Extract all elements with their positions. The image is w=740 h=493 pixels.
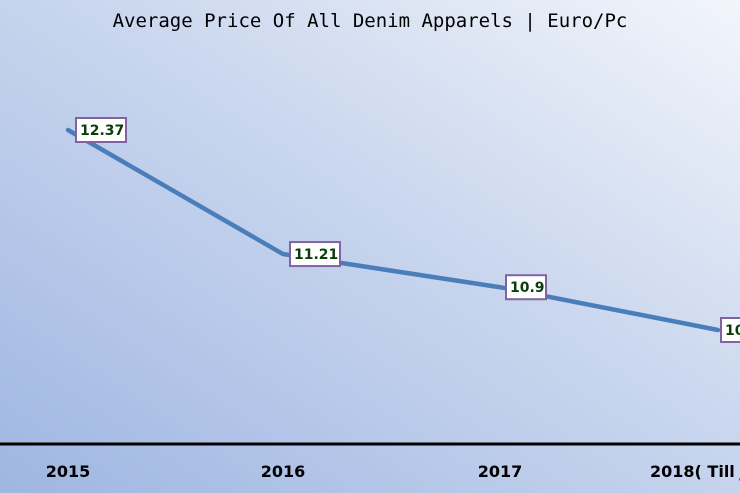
data-label: 10 — [720, 317, 740, 343]
data-labels: 12.37 11.21 10.9 10 — [75, 117, 740, 343]
data-label-text: 12.37 — [80, 123, 124, 139]
series-group — [65, 127, 721, 333]
x-tick-label: 2016 — [261, 462, 306, 481]
data-label-text: 11.21 — [294, 247, 338, 263]
data-label: 12.37 — [75, 117, 127, 143]
data-label-box — [289, 241, 341, 268]
data-label: 10.9 — [505, 274, 547, 301]
data-label-text: 10 — [725, 323, 740, 339]
data-label-box — [720, 317, 740, 343]
series-line — [65, 127, 721, 333]
data-label-box — [75, 117, 127, 143]
data-label-text: 10.9 — [510, 280, 545, 296]
data-label: 11.21 — [289, 241, 341, 268]
data-label-box — [505, 274, 547, 301]
chart-title: Average Price Of All Denim Apparels | Eu… — [112, 10, 628, 32]
x-tick-label: 2015 — [46, 462, 91, 481]
x-tick-labels: 2015 2016 2017 2018( Till J — [46, 462, 740, 481]
x-tick-label: 2017 — [478, 462, 523, 481]
x-tick-label: 2018( Till J — [650, 462, 740, 481]
